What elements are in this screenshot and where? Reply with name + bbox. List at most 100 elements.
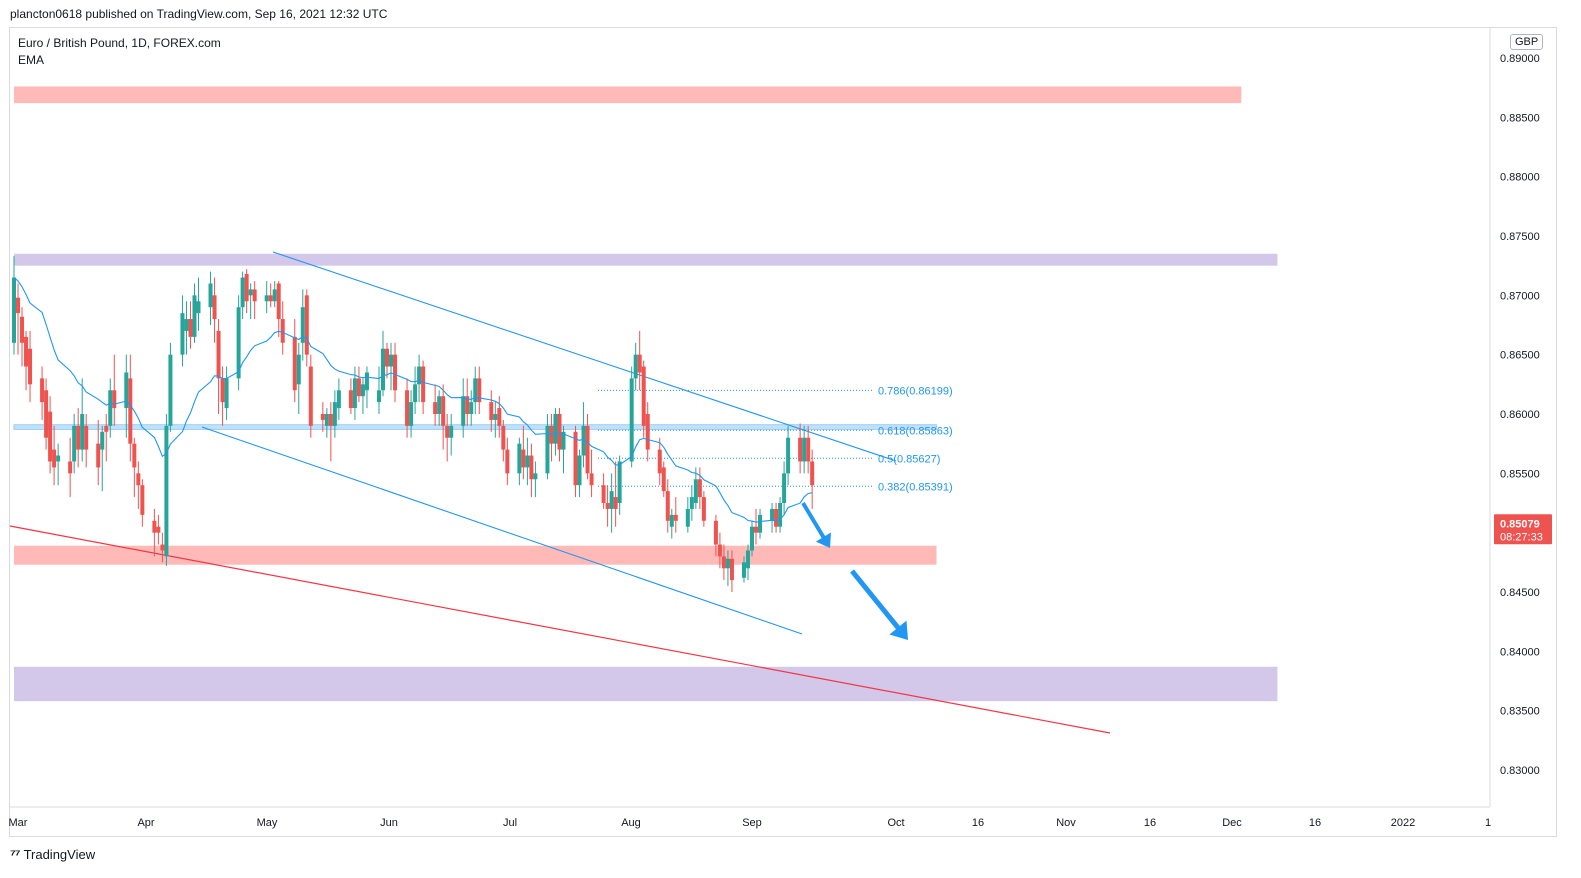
candle-2021-03-08[interactable] (40, 366, 45, 420)
candle-2021-09-08[interactable] (778, 497, 783, 533)
candle-2021-04-22[interactable] (220, 366, 225, 426)
candle-2021-07-01[interactable] (501, 419, 506, 462)
candle-2021-06-18[interactable] (449, 414, 454, 456)
candle-2021-04-12[interactable] (180, 295, 185, 367)
candle-2021-06-25[interactable] (477, 366, 482, 414)
candle-2021-03-31[interactable] (132, 437, 137, 498)
candle-2021-03-10[interactable] (48, 396, 53, 474)
candle-2021-06-21[interactable] (461, 378, 466, 438)
candle-2021-09-06[interactable] (770, 503, 775, 533)
candle-2021-07-21[interactable] (581, 402, 586, 468)
candle-2021-03-23[interactable] (100, 425, 105, 492)
candle-2021-05-12[interactable] (300, 289, 305, 361)
candle-2021-08-04[interactable] (637, 330, 642, 391)
candle-2021-07-26[interactable] (601, 473, 606, 509)
candle-2021-04-14[interactable] (188, 301, 193, 349)
candle-2021-05-31[interactable] (376, 366, 381, 414)
candle-2021-08-03[interactable] (633, 342, 638, 391)
arrow-down-2[interactable] (850, 569, 908, 640)
zone-red-2[interactable] (14, 545, 937, 565)
candle-2021-08-25[interactable] (721, 544, 726, 581)
candle-2021-08-11[interactable] (665, 479, 670, 533)
candle-2021-06-24[interactable] (473, 366, 478, 414)
candle-2021-04-01[interactable] (136, 461, 141, 509)
candle-2021-05-11[interactable] (296, 342, 301, 414)
candle-2021-07-13[interactable] (549, 414, 554, 462)
candle-2021-08-26[interactable] (725, 550, 730, 587)
zone-purple-3[interactable] (14, 666, 1278, 702)
candle-2021-03-12[interactable] (56, 443, 61, 486)
candle-2021-07-02[interactable] (505, 437, 510, 486)
candle-2021-05-17[interactable] (320, 402, 325, 432)
trendline-red[interactable] (9, 525, 1111, 734)
candle-2021-07-19[interactable] (573, 425, 578, 498)
candle-2021-08-27[interactable] (729, 550, 734, 592)
candle-2021-09-09[interactable] (782, 461, 787, 515)
candle-2021-04-08[interactable] (164, 414, 169, 566)
candle-2021-05-28[interactable] (364, 366, 369, 409)
candle-2021-06-01[interactable] (381, 330, 385, 397)
candle-2021-04-21[interactable] (216, 319, 221, 414)
candle-2021-07-28[interactable] (609, 473, 614, 533)
candle-2021-03-02[interactable] (16, 283, 21, 355)
candle-2021-08-18[interactable] (693, 467, 698, 509)
candle-2021-05-21[interactable] (336, 378, 341, 420)
candle-2021-07-07[interactable] (525, 437, 530, 486)
candle-2021-08-02[interactable] (629, 366, 634, 468)
channel-upper-line[interactable] (272, 251, 897, 462)
candle-2021-05-10[interactable] (292, 319, 297, 403)
candle-2021-03-19[interactable] (84, 414, 89, 468)
candle-2021-09-15[interactable] (806, 425, 811, 474)
candle-2021-04-27[interactable] (240, 271, 245, 320)
candle-2021-07-12[interactable] (545, 414, 550, 480)
candle-2021-03-09[interactable] (44, 378, 49, 450)
candle-2021-09-10[interactable] (786, 425, 791, 486)
candle-2021-05-27[interactable] (360, 378, 365, 414)
candle-2021-04-13[interactable] (184, 301, 189, 355)
candle-2021-08-17[interactable] (689, 485, 694, 521)
candle-2021-03-29[interactable] (124, 354, 129, 438)
candle-2021-03-05[interactable] (28, 330, 33, 403)
candle-2021-05-06[interactable] (276, 281, 281, 337)
candle-2021-07-23[interactable] (589, 449, 594, 498)
candle-2021-07-22[interactable] (585, 414, 590, 480)
candle-2021-06-10[interactable] (417, 354, 422, 403)
candle-2021-08-19[interactable] (697, 467, 702, 509)
candle-2021-06-29[interactable] (493, 402, 498, 438)
candle-2021-06-02[interactable] (385, 342, 390, 379)
candle-2021-05-07[interactable] (280, 301, 285, 355)
candle-2021-04-23[interactable] (224, 366, 229, 420)
symbol-title[interactable]: Euro / British Pound, 1D, FOREX.com (18, 36, 221, 50)
candle-2021-07-27[interactable] (605, 485, 610, 527)
candle-2021-07-06[interactable] (521, 425, 526, 480)
candle-2021-07-16[interactable] (561, 425, 566, 474)
candle-2021-07-15[interactable] (557, 408, 562, 462)
candle-2021-06-22[interactable] (465, 378, 470, 426)
candle-2021-04-29[interactable] (248, 283, 253, 320)
candle-2021-07-30[interactable] (617, 455, 622, 515)
candle-2021-06-08[interactable] (409, 390, 414, 438)
candle-2021-05-19[interactable] (328, 402, 333, 462)
indicator-label[interactable]: EMA (18, 53, 45, 67)
candle-2021-09-16[interactable] (810, 449, 815, 509)
candle-2021-04-15[interactable] (192, 283, 197, 343)
candle-2021-07-29[interactable] (613, 461, 618, 527)
candle-2021-03-11[interactable] (52, 425, 57, 486)
candle-2021-09-07[interactable] (774, 503, 779, 533)
candle-2021-09-13[interactable] (798, 423, 803, 474)
candle-2021-06-15[interactable] (437, 390, 442, 426)
candle-2021-05-18[interactable] (324, 408, 329, 438)
candle-2021-06-16[interactable] (441, 384, 446, 450)
candle-2021-06-17[interactable] (445, 414, 450, 462)
candle-2021-04-06[interactable] (156, 514, 161, 545)
candle-2021-09-14[interactable] (802, 425, 807, 474)
candle-2021-06-28[interactable] (489, 390, 494, 432)
candle-2021-06-07[interactable] (405, 378, 410, 438)
candle-2021-08-12[interactable] (669, 508, 674, 539)
zone-blue-4[interactable] (13, 424, 937, 430)
candle-2021-09-03[interactable] (758, 508, 763, 539)
candle-2021-05-24[interactable] (348, 378, 353, 414)
candle-2021-08-16[interactable] (685, 497, 690, 533)
